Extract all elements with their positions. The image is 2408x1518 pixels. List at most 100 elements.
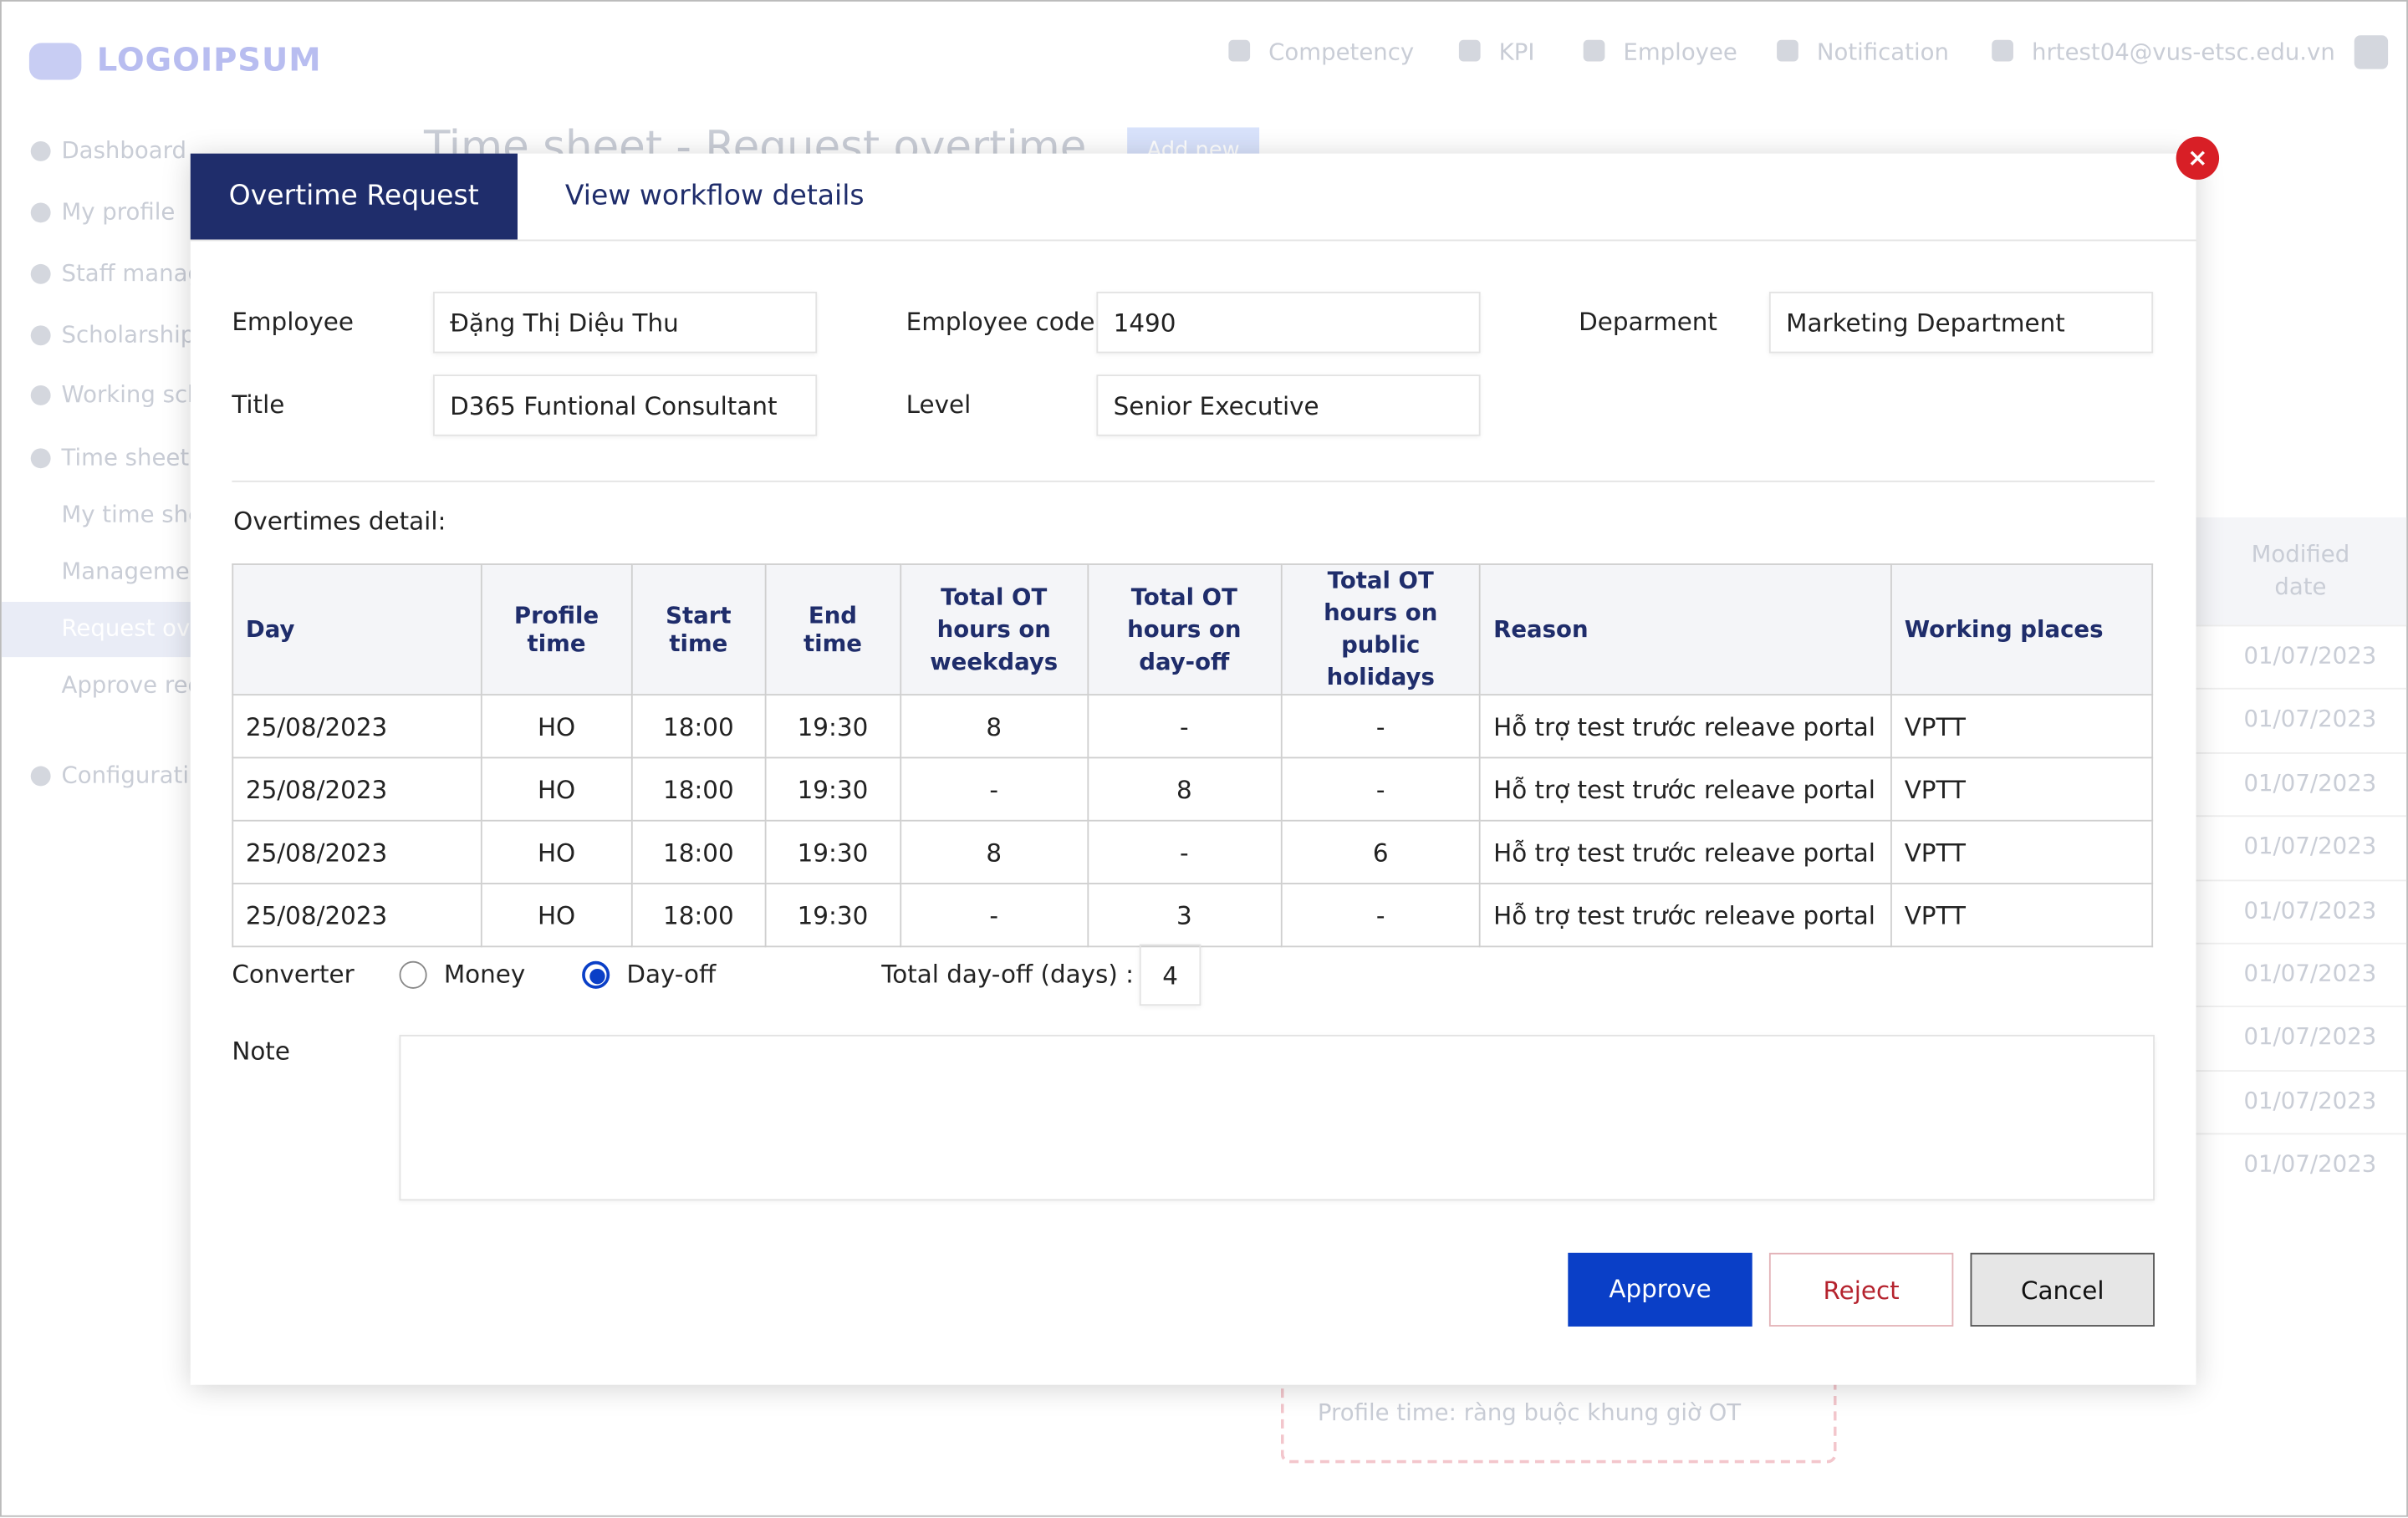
tab-active[interactable]: Overtime Request [190, 153, 518, 240]
sidebar-item[interactable]: Working sch [61, 380, 202, 409]
table-cell: 19:30 [764, 756, 901, 822]
bg-date: 01/07/2023 [2243, 1022, 2377, 1052]
logo-text: LOGOIPSUM [96, 41, 322, 79]
tab-border [190, 239, 2196, 242]
field-label: Deparment [1579, 307, 1717, 337]
cancel-button[interactable]: Cancel [1970, 1252, 2155, 1327]
header-row: Day Profile time Start time End time Total O… [232, 563, 2154, 696]
table-cell: HO [480, 694, 633, 759]
bg-row-line [2196, 624, 2407, 627]
sidebar-item[interactable]: Configurati [61, 762, 190, 790]
table-cell: 18:00 [630, 819, 767, 884]
bg-date: 01/07/2023 [2243, 768, 2377, 797]
bg-hint: Profile time: ràng buộc khung giờ OT [1317, 1398, 1742, 1427]
table-row: 25/08/2023 HO 18:00 19:30 8-6 Hỗ trợ test trư… [232, 819, 2154, 884]
column-header: Reason [1479, 563, 1892, 696]
table-cell: 25/08/2023 [232, 883, 482, 948]
total-label: Total day-off (days) : [881, 959, 1135, 989]
table-row: 25/08/2023 HO 18:00 19:30-3- Hỗ trợ test trư… [232, 883, 2154, 948]
nav-icon [1228, 39, 1251, 62]
column-header: Profile time [480, 563, 633, 696]
table-cell: Hỗ trợ test trước releave portal [1479, 756, 1892, 822]
nav-item[interactable]: KPI [1498, 38, 1535, 66]
tab[interactable]: View workflow details [564, 179, 865, 212]
logo-mark [28, 43, 82, 80]
field-label: Level [906, 390, 972, 420]
nav-item[interactable]: hrtest04@vus-etsc.edu.vn [2032, 38, 2335, 66]
table-cell: HO [480, 756, 633, 822]
sidebar-item[interactable]: My time she [61, 500, 203, 528]
table-cell: Hỗ trợ test trước releave portal [1479, 883, 1892, 948]
column-header: Total OT hours on public holidays [1280, 563, 1482, 696]
nav-item[interactable]: Competency [1268, 38, 1415, 66]
bg-date: 01/07/2023 [2243, 1087, 2377, 1115]
table-cell: - [1280, 694, 1482, 759]
nav-icon [1458, 39, 1481, 62]
sidebar-item[interactable]: My profile [61, 197, 176, 227]
table-cell: HO [480, 819, 633, 884]
table-cell: 8 [1086, 756, 1282, 822]
table-cell: - [899, 756, 1089, 822]
bg-column: Modified date [2251, 540, 2350, 601]
note-label: Note [232, 1036, 290, 1066]
column-header: Total OT hours on weekdays [899, 563, 1089, 696]
approve-button[interactable]: Approve [1568, 1252, 1752, 1327]
table-cell: 6 [1280, 819, 1482, 884]
column-header: Working places [1890, 563, 2154, 696]
table-cell: - [1280, 756, 1482, 822]
refresh-button[interactable] [2354, 35, 2389, 69]
column-header: Day [232, 563, 482, 696]
radio-label[interactable]: Day-off [626, 959, 717, 989]
sidebar-item[interactable]: Request ove [61, 614, 205, 642]
nav-icon [1583, 39, 1605, 62]
sidebar-item[interactable]: Approve req [61, 670, 203, 699]
table-cell: Hỗ trợ test trước releave portal [1479, 694, 1892, 759]
sidebar-item[interactable]: Staff manag [61, 259, 202, 288]
converter-label: Converter [232, 959, 355, 989]
column-header: Start time [630, 563, 767, 696]
sidebar-item[interactable]: Dashboard [61, 136, 186, 165]
overtime-modal: Overtime Request View workflow details Emp… [190, 153, 2196, 1385]
note-input[interactable] [399, 1034, 2155, 1201]
radio-label[interactable]: Money [443, 959, 526, 989]
sidebar-item[interactable]: Scholarship [61, 320, 196, 349]
bg-row-line [2196, 1006, 2407, 1008]
sidebar-icon [30, 448, 51, 469]
table-cell: 18:00 [630, 694, 767, 759]
field-input: Marketing Department [1768, 291, 2154, 354]
bg-row-line [2196, 751, 2407, 754]
nav-item[interactable]: Notification [1816, 38, 1949, 66]
table-cell: 18:00 [630, 883, 767, 948]
sidebar-icon [30, 140, 51, 161]
field-input: Senior Executive [1096, 374, 1481, 436]
table-cell: 25/08/2023 [232, 756, 482, 822]
overtime-table: Day Profile time Start time End time Total O… [232, 563, 2154, 948]
nav-item[interactable]: Employee [1623, 38, 1737, 66]
close-button[interactable]: × [2176, 136, 2220, 180]
table-cell: 25/08/2023 [232, 819, 482, 884]
sidebar-icon [30, 263, 51, 284]
radio[interactable] [399, 960, 427, 989]
sidebar-item[interactable]: Time sheet [61, 443, 190, 471]
nav-icon [1777, 39, 1798, 62]
table-cell: 18:00 [630, 756, 767, 822]
table-cell: 3 [1086, 883, 1282, 948]
bg-date: 01/07/2023 [2243, 959, 2377, 988]
column-header: Total OT hours on day-off [1086, 563, 1282, 696]
table-row: 25/08/2023 HO 18:00 19:30 8- - Hỗ trợ test trư… [232, 694, 2154, 759]
sidebar-active [1, 602, 202, 658]
divider [232, 480, 2155, 482]
field-label: Employee code [906, 307, 1095, 337]
table-cell: VPTT [1890, 819, 2154, 884]
field-label: Title [232, 390, 285, 420]
radio[interactable] [582, 960, 610, 989]
table-cell: 25/08/2023 [232, 694, 482, 759]
reject-button[interactable]: Reject [1768, 1252, 1954, 1327]
table-cell: VPTT [1890, 694, 2154, 759]
table-cell: 19:30 [764, 819, 901, 884]
table-cell: - [899, 883, 1089, 948]
total-input: 4 [1139, 944, 1201, 1006]
sidebar-item[interactable]: Manageme [61, 557, 190, 585]
table-cell: 8 [899, 694, 1089, 759]
